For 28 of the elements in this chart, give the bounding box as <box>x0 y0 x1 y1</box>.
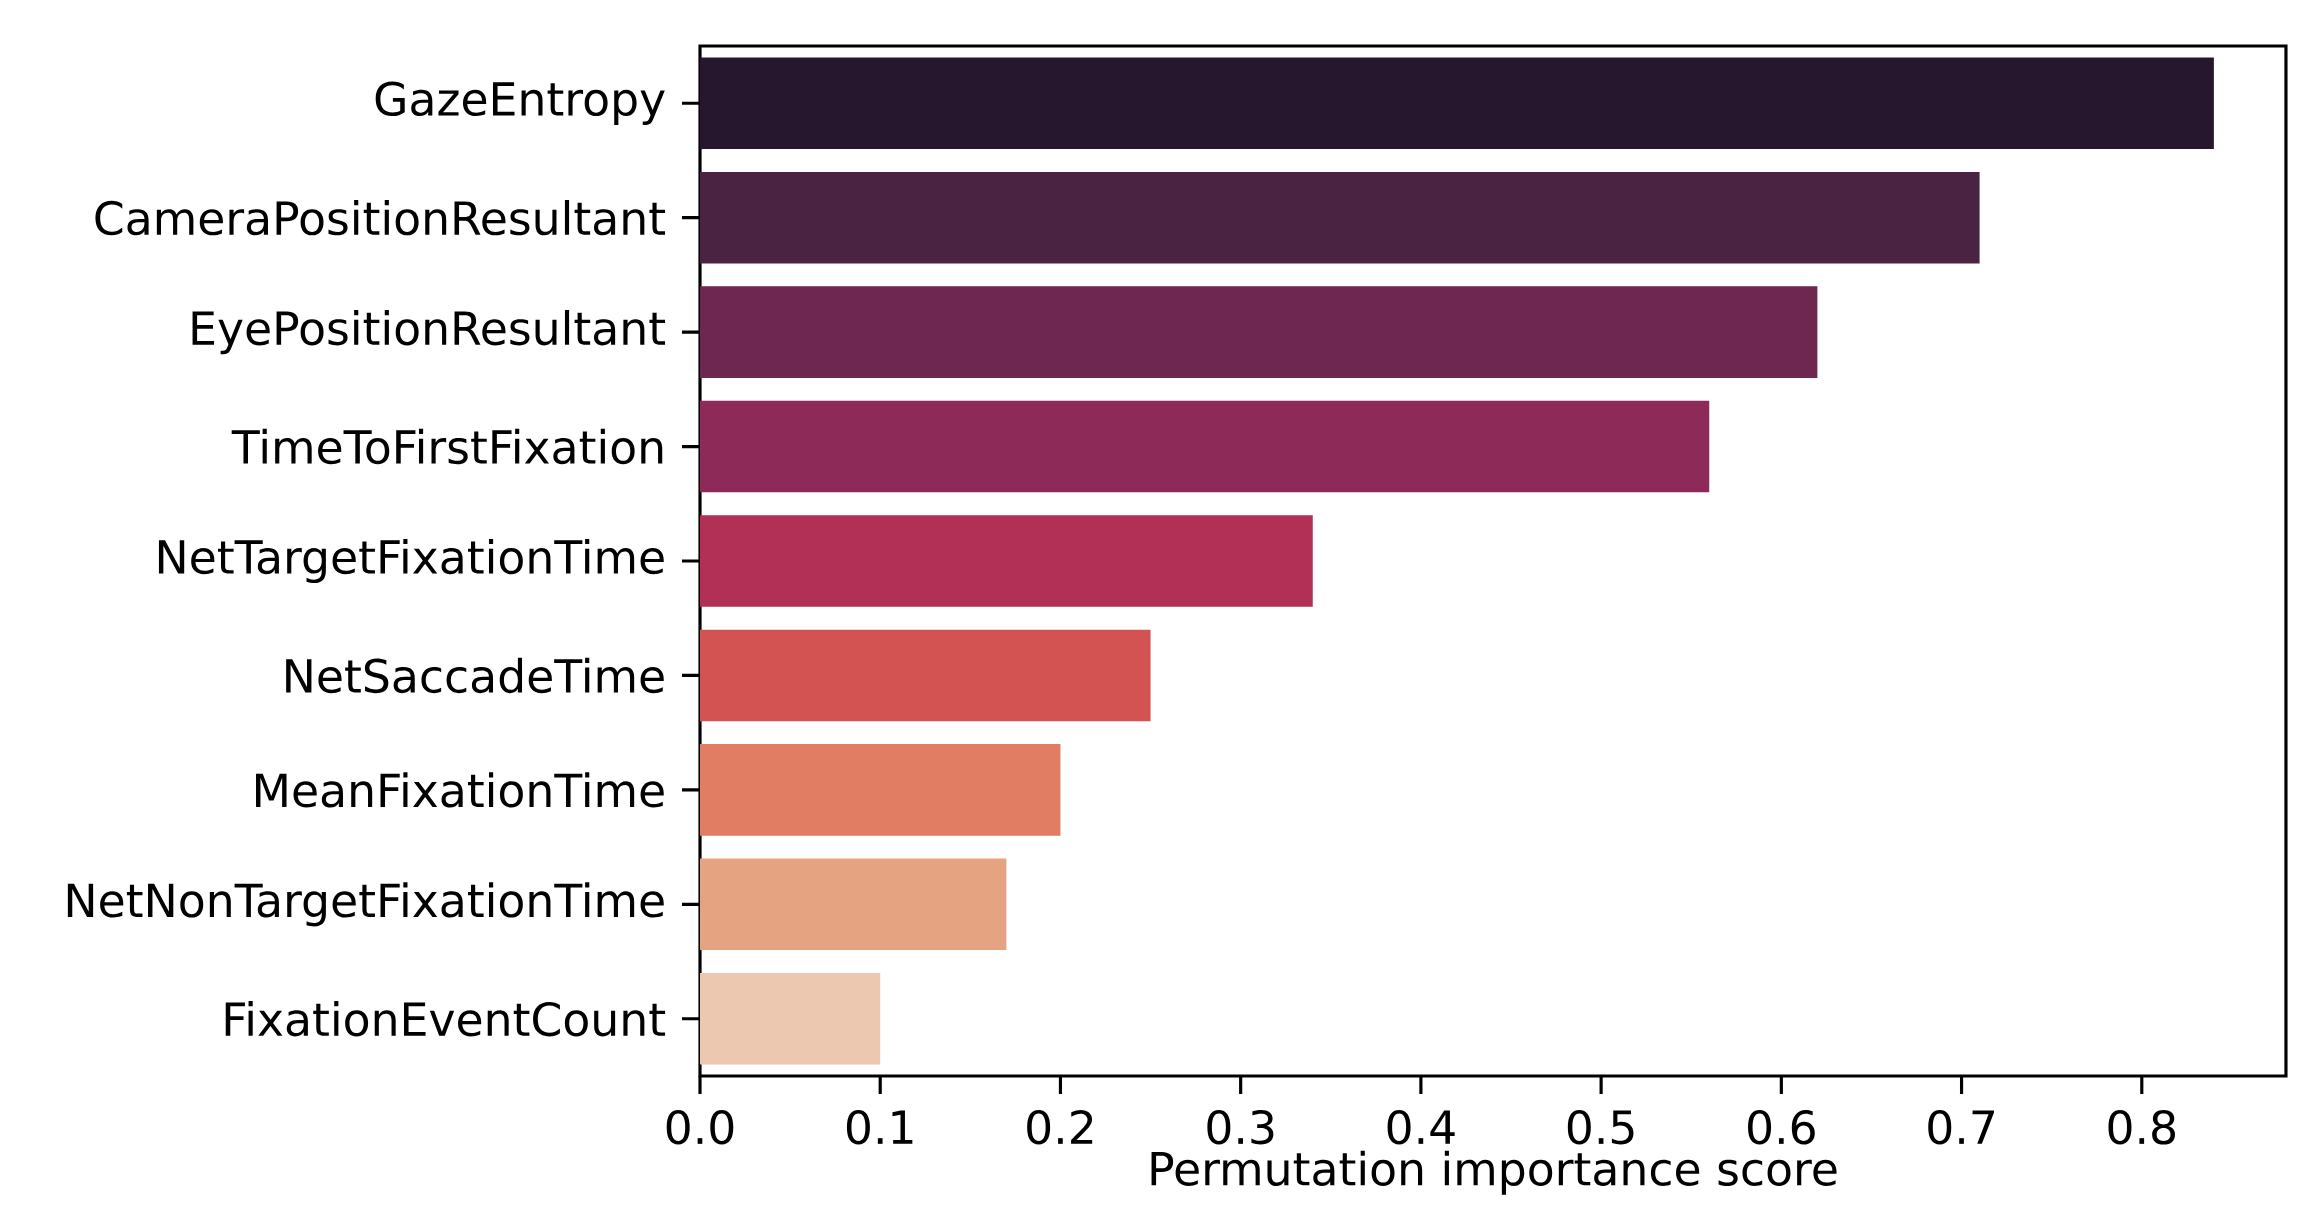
x-tick-label: 0.6 <box>1748 1109 1815 1145</box>
bar <box>700 629 1151 722</box>
bar <box>700 57 2214 150</box>
bar <box>700 400 1710 493</box>
x-tick-label: 0.1 <box>846 1109 913 1145</box>
bar <box>700 515 1313 607</box>
y-tick-label: CameraPositionResultant <box>95 199 666 236</box>
x-tick-label: 0.2 <box>1027 1109 1093 1145</box>
y-tick-label: FixationEventCount <box>225 1001 666 1037</box>
y-tick-label: GazeEntropy <box>375 81 665 125</box>
y-tick-label: NetNonTargetFixationTime <box>67 882 664 927</box>
y-tick-label: MeanFixationTime <box>256 772 664 808</box>
y-tick-label: NetTargetFixationTime <box>158 538 664 584</box>
x-tick-label: 0.5 <box>1567 1109 1634 1145</box>
x-tick-label: 0.0 <box>666 1109 734 1145</box>
y-tick-label: TimeToFirstFixation <box>231 428 663 465</box>
bar <box>700 744 1061 836</box>
bar <box>700 973 881 1065</box>
x-tick-label: 0.4 <box>1387 1109 1455 1145</box>
y-tick-label: NetSaccadeTime <box>286 657 664 694</box>
bar <box>700 286 1818 378</box>
bar <box>700 171 1980 264</box>
y-tick-label: EyePositionResultant <box>192 310 666 355</box>
x-tick-label: 0.7 <box>1928 1109 1995 1145</box>
bar <box>700 858 1007 951</box>
x-tick-label: 0.3 <box>1207 1109 1274 1145</box>
x-axis-title: Permutation importance score <box>1151 1150 1837 1195</box>
x-tick-label: 0.8 <box>2108 1109 2175 1145</box>
